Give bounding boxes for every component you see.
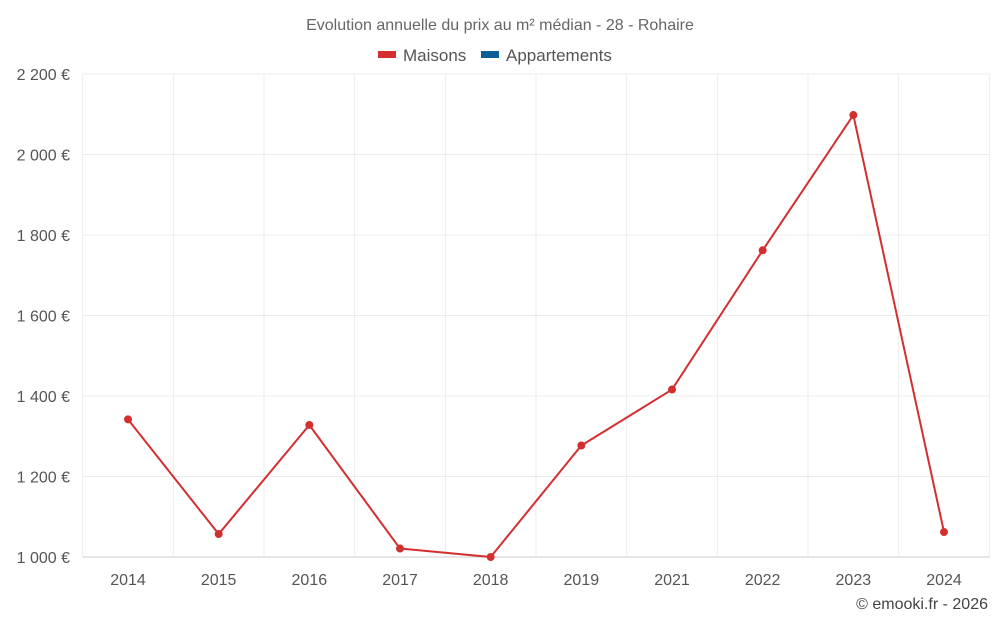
x-tick-label: 2022	[745, 572, 781, 589]
data-point[interactable]	[577, 441, 586, 450]
y-axis-ticks: 1 000 € 1 200 € 1 400 € 1 600 € 1 800 € 2 000…	[17, 67, 70, 567]
data-point[interactable]	[486, 553, 495, 561]
data-point[interactable]	[758, 246, 767, 255]
x-tick-label: 2019	[564, 572, 600, 589]
legend-label-appartements: Appartements	[506, 46, 612, 65]
y-tick-label: 1 600 €	[17, 309, 70, 326]
series-line-0	[127, 114, 945, 558]
y-tick-label: 1 400 €	[17, 389, 70, 406]
credit-text: © emooki.fr - 2026	[856, 596, 988, 613]
x-tick-label: 2018	[473, 572, 509, 589]
series-layer	[124, 111, 948, 561]
x-tick-label: 2014	[110, 572, 146, 589]
x-tick-label: 2016	[292, 572, 328, 589]
data-point[interactable]	[214, 530, 223, 539]
legend-item-maisons[interactable]: Maisons	[378, 46, 466, 65]
grid	[82, 73, 990, 558]
y-tick-label: 1 000 €	[17, 550, 70, 567]
x-tick-label: 2015	[201, 572, 237, 589]
data-point[interactable]	[305, 420, 314, 429]
y-tick-label: 2 200 €	[17, 67, 70, 84]
legend: Maisons Appartements	[378, 46, 612, 65]
legend-label-maisons: Maisons	[403, 46, 466, 65]
x-tick-label: 2017	[382, 572, 418, 589]
y-tick-label: 1 800 €	[17, 228, 70, 245]
y-tick-label: 1 200 €	[17, 470, 70, 487]
data-point[interactable]	[124, 415, 132, 424]
data-point[interactable]	[940, 528, 948, 537]
data-point[interactable]	[849, 111, 858, 120]
chart-title: Evolution annuelle du prix au m² médian …	[306, 17, 694, 34]
x-tick-label: 2023	[836, 572, 872, 589]
x-tick-label: 2024	[926, 572, 962, 589]
x-axis-ticks: 2014 2015 2016 2017 2018 2019 2021 2022 2023 2024	[83, 556, 990, 589]
x-tick-label: 2021	[654, 572, 690, 589]
data-point[interactable]	[668, 385, 676, 394]
legend-swatch-appartements	[481, 51, 499, 58]
y-tick-label: 2 000 €	[17, 148, 70, 165]
data-point[interactable]	[396, 544, 404, 553]
legend-swatch-maisons	[378, 51, 396, 58]
legend-item-appartements[interactable]: Appartements	[481, 46, 612, 65]
